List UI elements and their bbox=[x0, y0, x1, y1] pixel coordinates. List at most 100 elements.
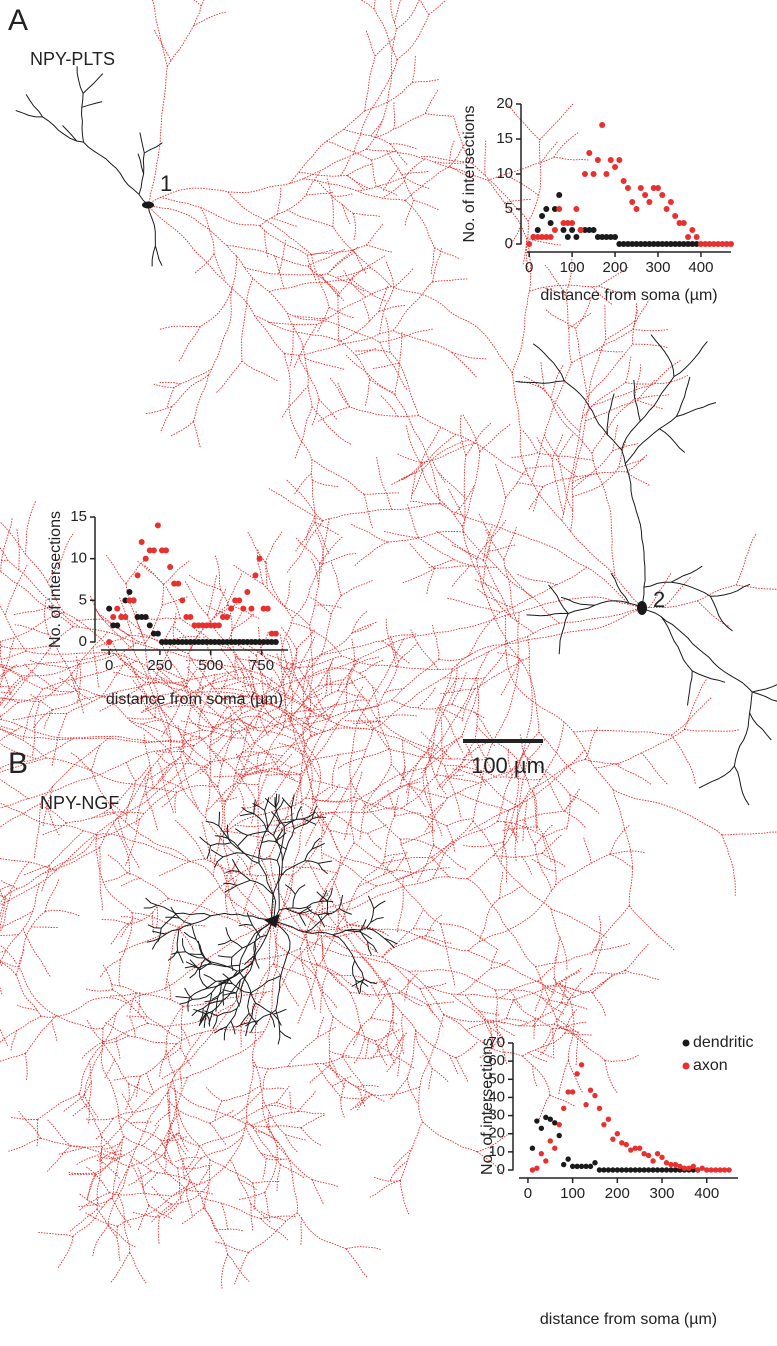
axon-trace bbox=[22, 653, 117, 677]
axon-trace bbox=[214, 555, 222, 591]
axon-trace bbox=[32, 709, 53, 730]
axon-trace bbox=[542, 836, 552, 864]
axon-trace bbox=[299, 724, 339, 775]
dendrite-trace bbox=[281, 828, 295, 862]
axon-trace bbox=[305, 170, 321, 196]
axon-trace bbox=[264, 562, 293, 619]
x-tick-label: 750 bbox=[249, 657, 274, 674]
data-point bbox=[689, 227, 696, 233]
data-point bbox=[726, 1167, 732, 1173]
axon-trace bbox=[312, 786, 331, 800]
axon-trace bbox=[508, 749, 586, 811]
axon-trace bbox=[169, 762, 211, 770]
axon-trace bbox=[66, 812, 115, 824]
dendrite-trace bbox=[548, 584, 569, 614]
axon-trace bbox=[273, 875, 293, 964]
axon-trace bbox=[422, 442, 476, 463]
axon-trace bbox=[47, 633, 80, 689]
axon-trace bbox=[503, 559, 518, 622]
axon-trace bbox=[504, 198, 532, 204]
axon-trace bbox=[78, 1197, 113, 1208]
axon-trace bbox=[641, 584, 737, 609]
axon-trace bbox=[485, 779, 519, 807]
axon-trace bbox=[390, 763, 427, 809]
axon-trace bbox=[538, 731, 577, 775]
x-tick-label: 400 bbox=[694, 1185, 719, 1202]
axon-trace bbox=[595, 729, 685, 769]
data-point bbox=[663, 241, 670, 247]
axon-trace bbox=[173, 636, 202, 640]
axon-trace bbox=[108, 992, 137, 997]
axon-trace bbox=[422, 1121, 478, 1153]
dendrite-trace bbox=[312, 816, 326, 820]
axon-trace bbox=[461, 688, 476, 722]
axon-trace bbox=[121, 641, 139, 655]
axon-trace bbox=[298, 636, 316, 669]
axon-trace bbox=[591, 972, 627, 975]
dendrite-trace bbox=[231, 859, 240, 872]
axon-trace bbox=[0, 637, 15, 689]
axon-trace bbox=[181, 1158, 186, 1179]
axon-trace bbox=[371, 1086, 420, 1096]
axon-trace bbox=[359, 672, 380, 694]
axon-trace bbox=[447, 766, 519, 799]
axon-trace bbox=[159, 1050, 167, 1078]
axon-trace bbox=[109, 802, 128, 816]
axon-trace bbox=[394, 394, 441, 504]
axon-trace bbox=[256, 549, 264, 585]
axon-trace bbox=[31, 701, 40, 757]
data-point bbox=[629, 199, 636, 205]
axon-trace bbox=[33, 803, 41, 860]
data-point bbox=[693, 241, 700, 247]
axon-trace bbox=[200, 1134, 244, 1159]
dendrite-trace bbox=[210, 849, 224, 858]
dendrite-trace bbox=[203, 1013, 207, 1028]
axon-trace bbox=[81, 1041, 104, 1060]
axon-trace bbox=[25, 500, 37, 555]
data-point bbox=[646, 241, 653, 247]
axon-trace bbox=[573, 730, 672, 736]
dendrite-trace bbox=[214, 1026, 227, 1034]
axon-trace bbox=[493, 740, 531, 790]
axon-trace bbox=[307, 248, 347, 267]
axon-trace bbox=[262, 811, 336, 838]
axon-trace bbox=[312, 479, 340, 488]
dendrite-trace bbox=[151, 245, 156, 267]
axon-trace bbox=[374, 113, 426, 139]
axon-trace bbox=[102, 1022, 149, 1043]
axon-trace bbox=[149, 661, 188, 681]
axon-trace bbox=[116, 1191, 131, 1253]
axon-trace bbox=[187, 715, 204, 731]
axon-trace bbox=[311, 459, 365, 495]
axon-trace bbox=[398, 972, 419, 994]
axon-trace bbox=[128, 719, 168, 735]
axon-trace bbox=[500, 658, 520, 697]
data-point bbox=[547, 1138, 553, 1144]
axon-trace bbox=[298, 172, 348, 177]
axon-trace bbox=[528, 1052, 548, 1062]
dendrite-trace bbox=[621, 449, 646, 609]
axon-trace bbox=[322, 853, 377, 887]
data-point bbox=[676, 220, 683, 226]
axon-trace bbox=[535, 949, 596, 967]
axon-trace bbox=[330, 829, 351, 835]
data-point bbox=[526, 241, 533, 247]
axon-trace bbox=[101, 872, 128, 883]
data-point bbox=[594, 157, 601, 163]
dendrite-trace bbox=[367, 941, 378, 952]
axon-trace bbox=[286, 312, 380, 343]
axon-trace bbox=[173, 626, 192, 648]
data-point bbox=[721, 1167, 728, 1173]
axon-trace bbox=[159, 381, 181, 385]
axon-trace bbox=[344, 720, 380, 722]
axon-trace bbox=[201, 1197, 261, 1219]
axon-trace bbox=[16, 528, 20, 571]
dendrite-trace bbox=[183, 931, 197, 940]
axon-trace bbox=[107, 1166, 130, 1226]
axon-trace bbox=[214, 1100, 223, 1121]
axon-trace bbox=[461, 841, 504, 848]
axon-trace bbox=[46, 1145, 72, 1172]
axon-trace bbox=[299, 842, 355, 949]
axon-trace bbox=[419, 982, 448, 989]
axon-trace bbox=[107, 1224, 136, 1248]
